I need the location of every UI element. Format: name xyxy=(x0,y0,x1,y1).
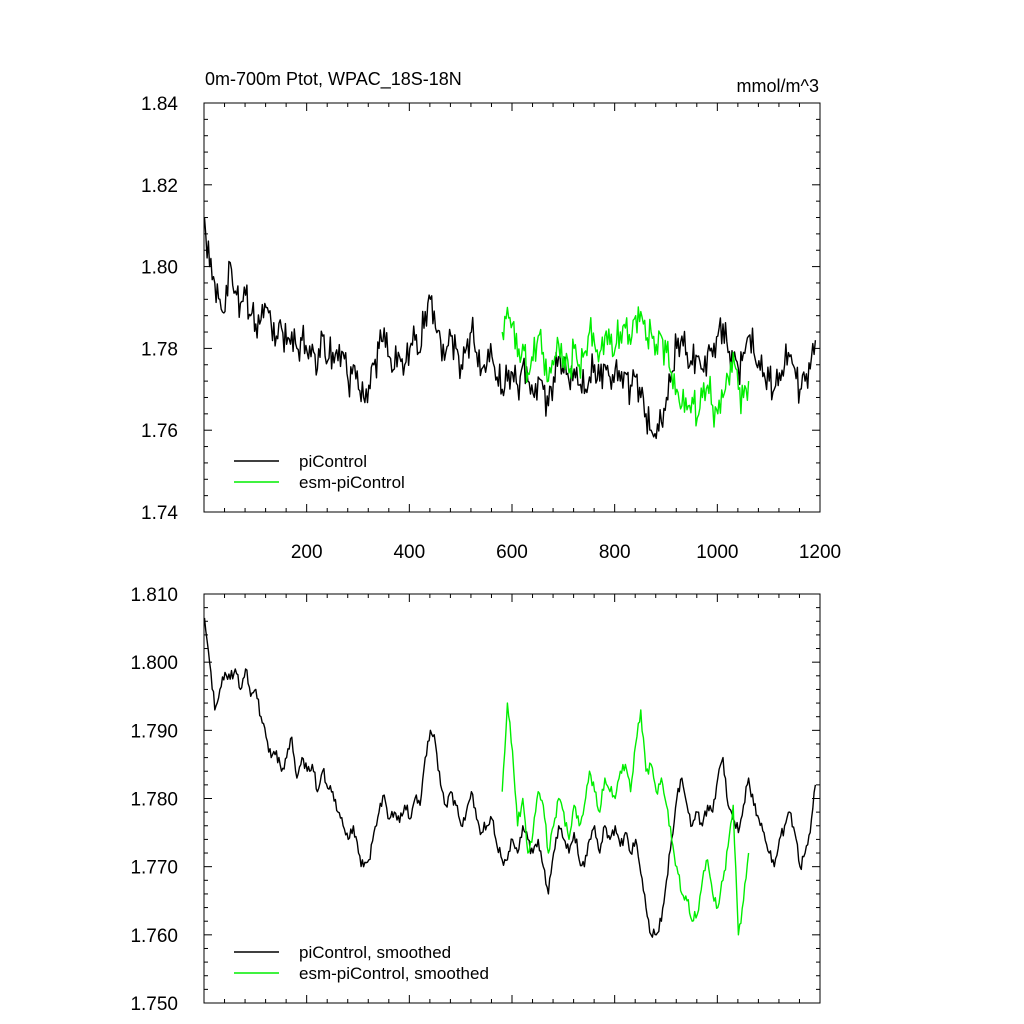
top-chart-y-tick-label: 1.80 xyxy=(141,258,178,279)
top-chart-y-tick-label: 1.82 xyxy=(141,176,178,197)
top-chart-x-tick-label: 200 xyxy=(291,542,323,563)
top-chart-units: mmol/m^3 xyxy=(737,76,819,96)
bottom-chart-series-picontrol-line xyxy=(203,617,817,938)
top-chart-legend-label-1: esm-piControl xyxy=(299,473,405,492)
top-chart-x-tick-label: 600 xyxy=(496,542,528,563)
top-chart-y-tick-label: 1.84 xyxy=(141,94,178,115)
bottom-chart-legend-label-1: esm-piControl, smoothed xyxy=(299,964,489,983)
bottom-chart-legend-label-0: piControl, smoothed xyxy=(299,943,451,962)
top-chart-x-tick-label: 1200 xyxy=(799,542,841,563)
bottom-chart-y-tick-label: 1.790 xyxy=(130,721,178,742)
bottom-chart-y-tick-label: 1.770 xyxy=(130,858,178,879)
bottom-chart-y-tick-label: 1.760 xyxy=(130,926,178,947)
top-chart-legend-label-0: piControl xyxy=(299,452,367,471)
top-chart-y-tick-label: 1.74 xyxy=(141,503,178,524)
bottom-chart-y-tick-label: 1.750 xyxy=(130,994,178,1015)
bottom-chart-y-tick-label: 1.810 xyxy=(130,585,178,606)
top-chart-y-tick-label: 1.78 xyxy=(141,339,178,360)
top-chart-x-tick-label: 400 xyxy=(393,542,425,563)
bottom-chart-y-tick-label: 1.800 xyxy=(130,653,178,674)
bottom-chart-series-esm-picontrol-line xyxy=(501,702,750,936)
top-chart-plot-frame xyxy=(203,102,821,513)
top-chart-series-esm-picontrol-line xyxy=(501,306,750,428)
top-chart-y-tick-label: 1.76 xyxy=(141,421,178,442)
top-chart-series-picontrol-line xyxy=(203,217,817,440)
bottom-chart-y-tick-label: 1.780 xyxy=(130,790,178,811)
top-chart-x-tick-label: 1000 xyxy=(696,542,738,563)
top-chart-title: 0m-700m Ptot, WPAC_18S-18N xyxy=(205,69,462,90)
top-chart-x-tick-label: 800 xyxy=(599,542,631,563)
